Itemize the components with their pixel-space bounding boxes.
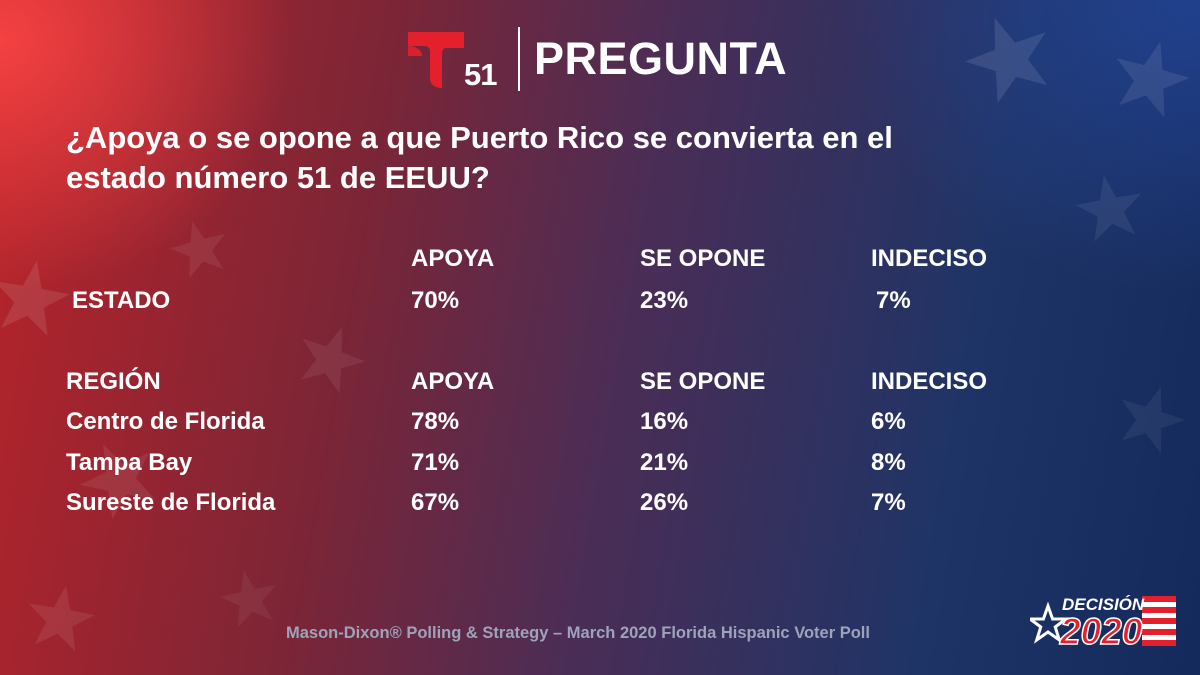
- badge-top-text: DECISIÓN: [1062, 595, 1145, 614]
- region-se-opone-value: 21%: [640, 449, 689, 476]
- star-icon: [22, 579, 99, 654]
- region-se-opone-value: 16%: [640, 408, 689, 435]
- star-icon: [1030, 601, 1071, 644]
- estado-col-apoya: APOYA: [411, 245, 495, 272]
- region-se-opone-value: 26%: [640, 489, 689, 516]
- estado-row-label: ESTADO: [72, 287, 171, 314]
- region-indeciso-value: 6%: [871, 408, 906, 435]
- region-col-apoya: APOYA: [411, 368, 495, 395]
- header: 51 PREGUNTA: [406, 26, 787, 92]
- estado-se-opone-value: 23%: [640, 287, 689, 314]
- flag-stripes-icon: [1142, 596, 1176, 646]
- star-icon: [164, 213, 234, 281]
- region-row-label: Sureste de Florida: [66, 489, 276, 516]
- region-apoya-value: 78%: [411, 408, 460, 435]
- region-row-label: Tampa Bay: [66, 449, 193, 476]
- telemundo-logo-icon: 51: [406, 26, 502, 92]
- region-indeciso-value: 7%: [871, 489, 906, 516]
- region-indeciso-value: 8%: [871, 449, 906, 476]
- logo-number: 51: [464, 57, 497, 92]
- star-icon: [1104, 31, 1198, 122]
- decision-2020-badge: DECISIÓN 2020: [1030, 595, 1176, 650]
- star-icon: [215, 564, 283, 630]
- badge-year-text: 2020: [1059, 611, 1143, 650]
- region-col-indeciso: INDECISO: [871, 368, 988, 395]
- estado-indeciso-value: 7%: [876, 287, 911, 314]
- header-divider: [518, 27, 520, 91]
- region-row-label: Centro de Florida: [66, 408, 265, 435]
- source-footer: Mason-Dixon® Polling & Strategy – March …: [286, 624, 870, 642]
- region-col-se-opone: SE OPONE: [640, 368, 766, 395]
- region-apoya-value: 67%: [411, 489, 460, 516]
- estado-col-indeciso: INDECISO: [871, 245, 988, 272]
- estado-col-se-opone: SE OPONE: [640, 245, 766, 272]
- estado-apoya-value: 70%: [411, 287, 460, 314]
- telemundo-t-icon: [408, 32, 464, 88]
- page-title: PREGUNTA: [534, 33, 788, 84]
- region-apoya-value: 71%: [411, 449, 460, 476]
- question-text: ¿Apoya o se opone a que Puerto Rico se c…: [66, 120, 893, 195]
- star-icon: [0, 253, 75, 339]
- region-header-label: REGIÓN: [66, 368, 161, 395]
- star-icon: [954, 3, 1063, 109]
- star-icon: [1071, 169, 1148, 244]
- star-icon: [1109, 376, 1193, 458]
- star-icon: [288, 315, 374, 399]
